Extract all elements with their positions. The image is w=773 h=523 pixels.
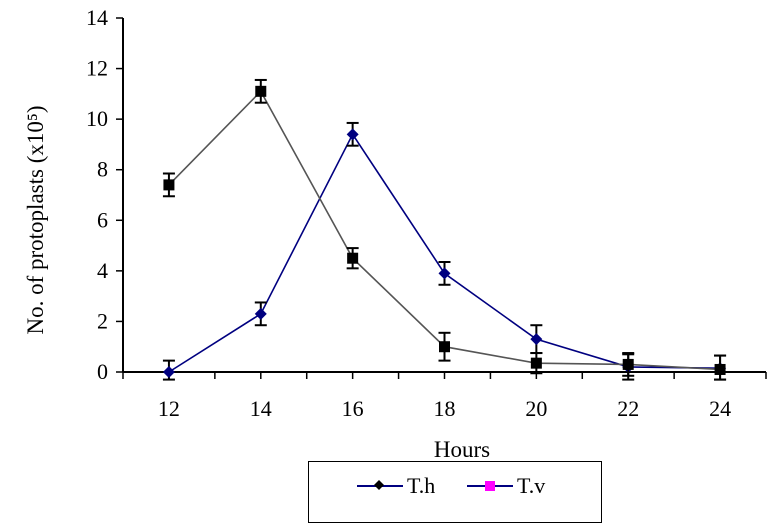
series-line-T.v	[168, 90, 721, 371]
point-T.v-20	[530, 357, 542, 369]
legend-label-tv: T.v	[517, 473, 546, 498]
point-T.v-22	[622, 358, 634, 370]
legend-item-th: T.h	[357, 473, 435, 499]
x-tick-label-12: 12	[158, 396, 180, 421]
point-T.h-18	[438, 267, 451, 280]
series-group	[162, 78, 727, 381]
point-T.h-20	[530, 333, 543, 346]
y-tick-label-8: 8	[97, 157, 108, 182]
y-tick-label-10: 10	[86, 106, 108, 131]
point-T.h-12	[162, 366, 175, 378]
legend-item-tv: T.v	[467, 473, 545, 499]
point-T.h-14	[254, 307, 267, 320]
x-tick-label-20: 20	[525, 396, 547, 421]
x-tick-label-22: 22	[617, 396, 639, 421]
y-tick-label-12: 12	[86, 56, 108, 81]
legend-label-th: T.h	[407, 473, 436, 498]
legend: T.h T.v	[308, 461, 602, 523]
axes	[122, 18, 766, 373]
point-T.h-16	[346, 128, 359, 141]
series-tv	[162, 78, 727, 381]
point-T.v-18	[439, 341, 450, 353]
x-tick-label-16: 16	[342, 396, 364, 421]
y-tick-label-4: 4	[97, 258, 108, 283]
point-T.v-12	[163, 179, 175, 191]
y-tick-label-14: 14	[86, 5, 108, 30]
legend-swatch-tv	[467, 476, 513, 496]
point-T.v-24	[714, 363, 726, 375]
legend-swatch-th	[357, 476, 403, 496]
point-T.v-14	[255, 85, 267, 97]
x-tick-label-18: 18	[434, 396, 456, 421]
point-T.v-16	[347, 252, 359, 264]
y-axis-title: No. of protoplasts (x10⁵)	[23, 105, 48, 334]
x-tick-label-24: 24	[709, 396, 731, 421]
x-axis-ticks: 12 14 16 18 20 22 24	[122, 372, 767, 421]
y-tick-label-6: 6	[97, 207, 108, 232]
x-tick-label-14: 14	[250, 396, 272, 421]
y-tick-label-0: 0	[97, 359, 108, 384]
y-axis-ticks: 0 2 4 6 8 10 12 14	[86, 5, 123, 384]
y-tick-label-2: 2	[97, 308, 108, 333]
x-axis-title: Hours	[434, 437, 490, 462]
